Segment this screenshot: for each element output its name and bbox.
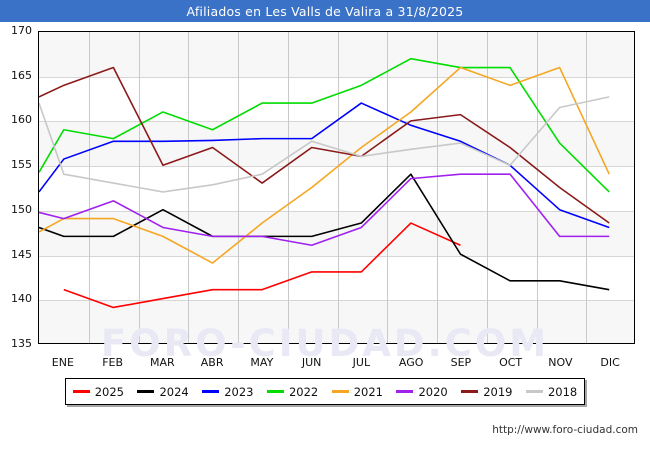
x-axis-tick-label: ENE	[51, 356, 74, 369]
legend-label: 2020	[418, 384, 448, 399]
legend-item-2023[interactable]: 2023	[202, 384, 254, 399]
legend-label: 2019	[483, 384, 513, 399]
series-line-2025	[63, 222, 461, 309]
gridline	[437, 32, 438, 343]
series-line-2019	[39, 66, 610, 224]
legend-swatch-icon	[525, 390, 543, 393]
gridline	[337, 32, 339, 343]
series-line-2023	[39, 102, 610, 229]
x-axis-tick-label: JUN	[301, 356, 322, 369]
x-axis-tick-label: ABR	[200, 356, 224, 369]
gridline	[39, 210, 634, 212]
chart-area: 170 165 160 155 150 145 140 135 ENE FEB MAR ABR MAY…	[0, 22, 650, 372]
gridline	[39, 255, 634, 257]
legend-item-2018[interactable]: 2018	[525, 384, 578, 399]
gridline	[536, 32, 538, 343]
x-axis-tick-label: DIC	[600, 356, 620, 369]
page-title: Afiliados en Les Valls de Valira a 31/8/…	[186, 3, 464, 19]
gridline	[39, 300, 634, 302]
legend-label: 2021	[353, 384, 384, 399]
legend-swatch-icon	[461, 390, 479, 393]
gridline	[39, 76, 634, 78]
x-axis-tick-label: JUL	[352, 356, 371, 369]
series-lines	[39, 57, 610, 309]
y-axis-tick-label: 155	[11, 158, 32, 172]
x-axis-tick-label: AGO	[398, 356, 424, 369]
x-axis-tick-label: MAR	[150, 356, 175, 369]
plot-band	[39, 121, 634, 167]
legend-item-2022[interactable]: 2022	[266, 384, 319, 399]
x-axis-tick-label: MAY	[250, 356, 274, 369]
plot-band	[39, 300, 634, 343]
gridline	[387, 32, 389, 343]
y-axis-tick-label: 140	[11, 292, 32, 306]
gridline	[238, 32, 239, 343]
x-axis-tick-label: SEP	[450, 356, 472, 369]
y-axis-tick-label: 160	[11, 113, 32, 127]
series-line-2018	[39, 96, 610, 193]
plot-band	[39, 32, 634, 77]
legend-label: 2022	[288, 384, 319, 399]
plot-box	[38, 31, 635, 344]
series-line-2024	[39, 173, 610, 291]
legend-swatch-icon	[331, 390, 349, 393]
legend-swatch-icon	[396, 390, 414, 393]
window-title-bar: Afiliados en Les Valls de Valira a 31/8/…	[0, 0, 650, 22]
series-line-2022	[39, 57, 610, 193]
series-line-2020	[39, 173, 610, 247]
legend-swatch-icon	[266, 390, 284, 393]
legend-label: 2025	[94, 384, 125, 399]
legend-swatch-icon	[137, 390, 155, 393]
legend-item-2025[interactable]: 2025	[72, 384, 125, 399]
legend-item-2020[interactable]: 2020	[396, 384, 448, 399]
legend-swatch-icon	[72, 390, 90, 393]
legend-label: 2018	[547, 384, 578, 399]
y-axis-tick-label: 170	[11, 24, 32, 37]
gridline	[39, 121, 634, 123]
legend-item-2019[interactable]: 2019	[461, 384, 513, 399]
y-axis-tick-label: 150	[11, 202, 32, 216]
y-axis-tick-label: 145	[11, 247, 32, 261]
legend-label: 2023	[224, 384, 254, 399]
chart-legend: 2025 2024 2023 2022 2021 2020 2019 2018	[65, 378, 585, 405]
x-axis-tick-label: FEB	[102, 356, 124, 369]
gridline	[88, 32, 90, 343]
gridline	[486, 32, 488, 343]
legend-item-2024[interactable]: 2024	[137, 384, 189, 399]
plot-band	[39, 210, 634, 256]
x-axis-tick-label: OCT	[499, 356, 523, 369]
gridline	[287, 32, 289, 343]
legend-item-2021[interactable]: 2021	[331, 384, 384, 399]
series-line-2021	[39, 66, 610, 264]
legend-swatch-icon	[202, 390, 220, 393]
y-axis-tick-label: 165	[11, 68, 32, 82]
x-axis-tick-label: NOV	[548, 356, 573, 369]
legend-label: 2024	[159, 384, 189, 399]
footer-url: http://www.foro-ciudad.com	[492, 424, 638, 436]
gridline	[586, 32, 588, 343]
y-axis-tick-label: 135	[11, 337, 32, 350]
